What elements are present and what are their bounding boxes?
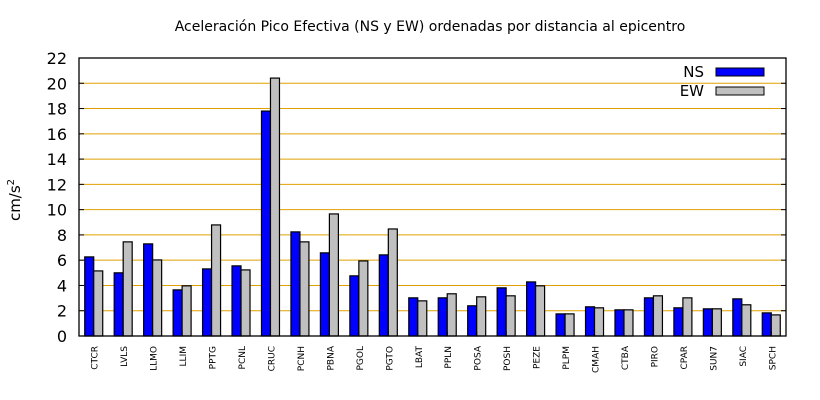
bar-ew-lvls: [122, 241, 133, 337]
y-axis-label: cm/s2: [6, 179, 24, 221]
bar-ew-piro: [652, 295, 664, 337]
y-tick-label: 10: [47, 201, 67, 220]
x-tick-label: LLIM: [179, 346, 189, 366]
bar-ns-spch: [761, 312, 772, 337]
chart-title: Aceleración Pico Efectiva (NS y EW) orde…: [175, 19, 686, 35]
bar-ew-posa: [476, 296, 487, 337]
bar-ew-pptg: [210, 224, 222, 337]
bar-ns-cmah: [584, 306, 596, 337]
bar-ns-sun7: [702, 308, 713, 337]
x-tick-label: POSH: [503, 346, 513, 371]
plot-frame: [78, 57, 787, 337]
bar-ew-ctba: [623, 309, 634, 337]
y-tick-label: 8: [57, 226, 67, 245]
x-tick-label: CRUC: [267, 346, 277, 371]
x-tick-label: PPTG: [209, 346, 219, 369]
x-tick-label: LVLS: [120, 346, 130, 367]
bar-ns-lbat: [408, 297, 419, 337]
x-tick-label: LBAT: [415, 346, 425, 369]
y-tick-label: 12: [47, 175, 67, 194]
legend-label-ns: NS: [683, 63, 704, 81]
bar-ns-ppln: [437, 297, 448, 337]
bar-ew-pcnl: [240, 269, 251, 337]
bar-ew-lbat: [417, 300, 428, 337]
bar-ew-llmo: [152, 259, 163, 337]
bar-ew-cpar: [682, 297, 693, 337]
bar-ns-ctba: [614, 309, 625, 337]
bar-ns-pptg: [201, 268, 213, 337]
bar-ew-siac: [741, 304, 752, 337]
bar-ew-plpm: [564, 313, 575, 337]
bar-ns-siac: [732, 298, 743, 337]
y-tick-label: 14: [47, 150, 67, 169]
bar-ns-llmo: [143, 243, 154, 337]
bar-ns-llim: [172, 289, 183, 337]
y-axis-label-superscript: 2: [6, 179, 17, 185]
bar-ew-pcnh: [299, 241, 310, 337]
legend-swatch-ns: [715, 67, 765, 77]
bar-ns-pbna: [319, 252, 330, 337]
x-tick-label: SIAC: [739, 346, 749, 367]
x-tick-label: POSA: [474, 345, 484, 370]
bar-ns-posh: [496, 287, 507, 337]
bar-ns-peze: [526, 281, 537, 337]
bar-ew-spch: [770, 314, 781, 337]
x-tick-label: SUN7: [709, 346, 719, 371]
bar-ew-sun7: [711, 308, 722, 337]
bar-ew-posh: [505, 295, 516, 337]
y-tick-label: 6: [57, 251, 67, 270]
y-tick-label: 20: [47, 74, 67, 93]
bar-ew-ctcr: [93, 270, 104, 337]
y-tick-label: 16: [47, 125, 67, 144]
bar-ns-lvls: [113, 272, 124, 337]
bar-ew-peze: [535, 285, 546, 337]
bar-ew-cmah: [593, 307, 605, 337]
bar-ew-llim: [181, 285, 192, 337]
bar-ns-piro: [643, 297, 655, 337]
bar-ns-ctcr: [84, 256, 95, 337]
x-tick-label: PCNH: [297, 346, 307, 371]
y-tick-label: 22: [47, 49, 67, 68]
y-tick-label: 0: [57, 327, 67, 346]
x-tick-label: LLMO: [150, 346, 160, 371]
x-tick-label: PGOL: [356, 346, 366, 371]
y-tick-label: 18: [47, 100, 67, 119]
bar-ew-pgol: [358, 260, 369, 337]
x-tick-label: PCNL: [238, 346, 248, 369]
bar-ew-cruc: [269, 77, 281, 337]
legend-label-ew: EW: [680, 82, 704, 100]
bar-ns-plpm: [555, 313, 566, 337]
x-tick-label: PLPM: [562, 346, 572, 370]
x-tick-label: CPAR: [680, 346, 690, 370]
bar-ns-cpar: [673, 307, 684, 337]
bar-ew-pbna: [328, 213, 339, 337]
x-tick-label: PEZE: [533, 346, 543, 369]
x-tick-label: CMAH: [592, 346, 602, 373]
x-tick-label: CTCR: [91, 346, 101, 370]
y-tick-label: 4: [57, 276, 67, 295]
bar-ns-cruc: [260, 110, 272, 337]
bar-ns-posa: [467, 305, 478, 337]
bar-ew-pgto: [387, 228, 398, 337]
x-tick-label: PIRO: [650, 346, 660, 367]
y-tick-label: 2: [57, 302, 67, 321]
x-tick-label: PPLN: [444, 346, 454, 369]
x-tick-label: SPCH: [768, 346, 778, 370]
bar-ns-pgol: [349, 275, 360, 337]
bar-ns-pcnh: [290, 231, 301, 337]
legend-swatch-ew: [715, 86, 765, 96]
y-axis-label-text: cm/s: [6, 185, 24, 221]
x-tick-label: CTBA: [621, 345, 631, 370]
bar-ns-pcnl: [231, 265, 242, 337]
bar-ew-ppln: [446, 293, 457, 337]
x-tick-label: PBNA: [326, 345, 336, 370]
x-tick-label: PGTO: [385, 346, 395, 371]
bar-ns-pgto: [378, 254, 389, 337]
